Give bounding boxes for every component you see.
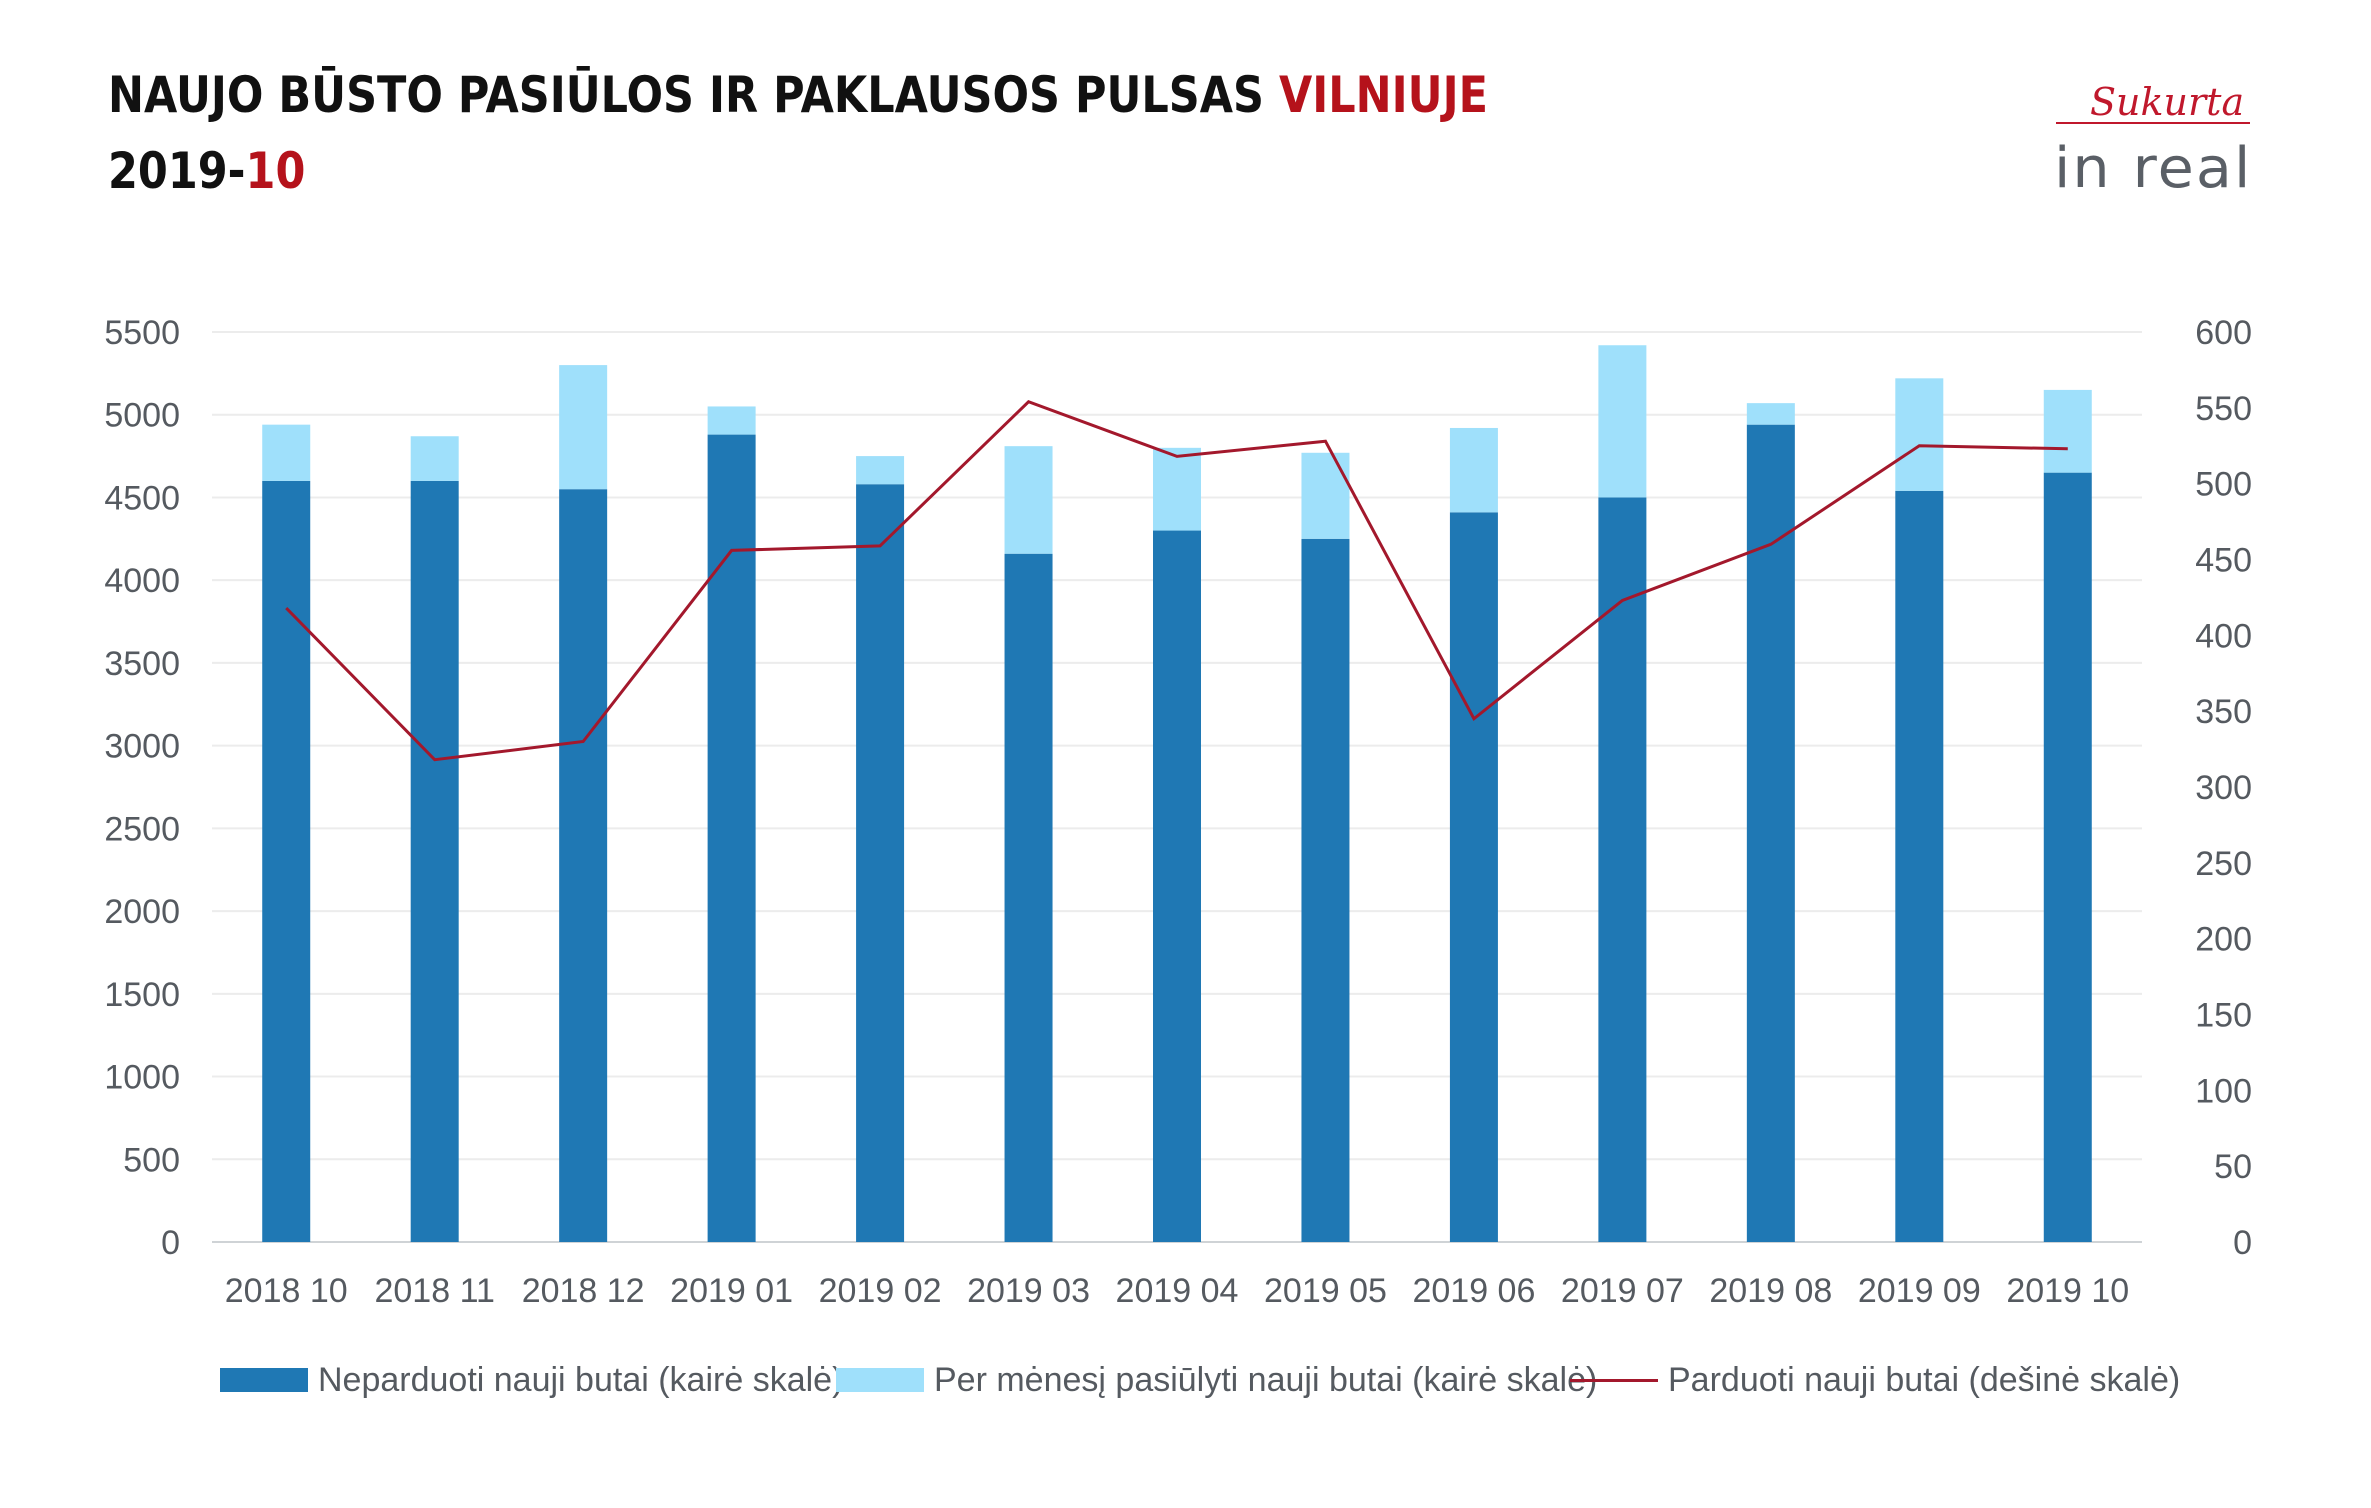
bar-offered [1746, 403, 1795, 425]
x-tick-label: 2019 07 [1561, 1272, 1684, 1310]
legend-swatch-offered [836, 1368, 924, 1392]
left-tick-label: 4500 [104, 479, 180, 517]
x-tick-label: 2019 05 [1264, 1272, 1387, 1310]
chart-title-highlight: VILNIUJE [1278, 66, 1488, 124]
right-tick-label: 0 [2233, 1224, 2252, 1262]
bar-offered [707, 406, 756, 435]
right-tick-label: 600 [2195, 314, 2252, 352]
left-tick-label: 3000 [104, 728, 180, 766]
bar-unsold [1449, 512, 1498, 1242]
right-tick-label: 300 [2195, 769, 2252, 807]
chart-subtitle: 2019-10 [108, 142, 305, 200]
left-axis-ticks: 0 500 1000 1500 2000 2500 3000 3500 4000 4500 5000… [104, 314, 180, 1262]
chart-subtitle-main: 2019- [108, 142, 246, 200]
left-tick-label: 3500 [104, 645, 180, 683]
legend-line-sold [1570, 1378, 1658, 1382]
bar-unsold [410, 480, 459, 1243]
chart-title-main: NAUJO BŪSTO PASIŪLOS IR PAKLAUSOS PULSAS [108, 66, 1279, 124]
right-tick-label: 200 [2195, 921, 2252, 959]
x-tick-label: 2019 03 [967, 1272, 1090, 1310]
bar-unsold [559, 489, 608, 1242]
x-axis-ticks: 2018 10 2018 11 2018 12 2019 01 2019 02 2019 … [225, 1272, 2129, 1310]
left-tick-label: 1000 [104, 1059, 180, 1097]
legend-swatch-unsold [220, 1368, 308, 1392]
right-tick-label: 550 [2195, 390, 2252, 428]
inreal-logo: Sukurta in real [2040, 80, 2260, 210]
legend-label-unsold: Neparduoti nauji butai (kairė skalė) [318, 1360, 844, 1399]
legend-item-sold: Parduoti nauji butai (dešinė skalė) [1570, 1350, 2180, 1410]
bar-unsold [1598, 497, 1647, 1242]
bar-offered [410, 436, 459, 481]
right-tick-label: 500 [2195, 466, 2252, 504]
right-tick-label: 100 [2195, 1072, 2252, 1110]
left-tick-label: 5000 [104, 397, 180, 435]
legend-item-unsold: Neparduoti nauji butai (kairė skalė) [220, 1350, 843, 1410]
right-tick-label: 250 [2195, 845, 2252, 883]
bar-unsold [856, 484, 905, 1243]
x-tick-label: 2019 01 [670, 1272, 793, 1310]
bar-offered [1598, 345, 1647, 498]
x-tick-label: 2019 06 [1412, 1272, 1535, 1310]
logo-rule [2056, 122, 2250, 124]
x-tick-label: 2019 08 [1709, 1272, 1832, 1310]
bar-offered [1301, 452, 1350, 539]
right-tick-label: 400 [2195, 617, 2252, 655]
x-tick-label: 2018 10 [225, 1272, 348, 1310]
bar-unsold [1153, 530, 1201, 1242]
left-tick-label: 500 [123, 1141, 180, 1179]
bar-unsold [1004, 553, 1053, 1242]
bar-offered [1449, 427, 1498, 513]
x-tick-label: 2018 11 [374, 1272, 494, 1310]
right-tick-label: 350 [2195, 693, 2252, 731]
bar-unsold [1301, 538, 1350, 1242]
legend: Neparduoti nauji butai (kairė skalė) Per… [0, 1350, 2371, 1410]
x-tick-label: 2019 02 [819, 1272, 942, 1310]
right-tick-label: 450 [2195, 542, 2252, 580]
left-tick-label: 4000 [104, 562, 180, 600]
right-tick-label: 150 [2195, 997, 2252, 1035]
left-tick-label: 2500 [104, 810, 180, 848]
logo-script-text: Sukurta [2090, 80, 2245, 124]
sold-line [285, 400, 2068, 762]
legend-label-sold: Parduoti nauji butai (dešinė skalė) [1668, 1360, 2181, 1399]
right-tick-label: 50 [2214, 1148, 2252, 1186]
bar-unsold [262, 480, 311, 1243]
bar-offered [1004, 446, 1053, 554]
left-tick-label: 5500 [104, 314, 180, 352]
x-tick-label: 2019 04 [1116, 1272, 1239, 1310]
logo-brand-text: in real [2054, 136, 2253, 201]
chart-subtitle-highlight: 10 [245, 142, 306, 200]
bar-unsold [1746, 424, 1795, 1242]
bar-offered [559, 365, 608, 490]
bar-offered [262, 424, 311, 481]
chart-title: NAUJO BŪSTO PASIŪLOS IR PAKLAUSOS PULSAS… [108, 66, 1488, 124]
x-tick-label: 2019 09 [1858, 1272, 1981, 1310]
left-tick-label: 0 [161, 1224, 180, 1262]
bar-offered [856, 456, 905, 485]
left-tick-label: 2000 [104, 893, 180, 931]
bar-unsold [2043, 472, 2092, 1242]
right-axis-ticks: 0 50 100 150 200 250 300 350 400 450 500 550 600 [2195, 314, 2252, 1262]
legend-item-offered: Per mėnesį pasiūlyti nauji butai (kairė … [836, 1350, 1597, 1410]
bars [262, 345, 2092, 1243]
left-tick-label: 1500 [104, 976, 180, 1014]
x-tick-label: 2019 10 [2006, 1272, 2129, 1310]
x-tick-label: 2018 12 [522, 1272, 645, 1310]
sold-line-path [285, 400, 2068, 762]
legend-label-offered: Per mėnesį pasiūlyti nauji butai (kairė … [934, 1360, 1598, 1399]
bar-unsold [707, 434, 756, 1243]
bar-offered [1153, 447, 1201, 531]
bar-unsold [1895, 490, 1944, 1242]
bar-offered [1895, 378, 1944, 491]
bar-offered [2043, 389, 2092, 473]
